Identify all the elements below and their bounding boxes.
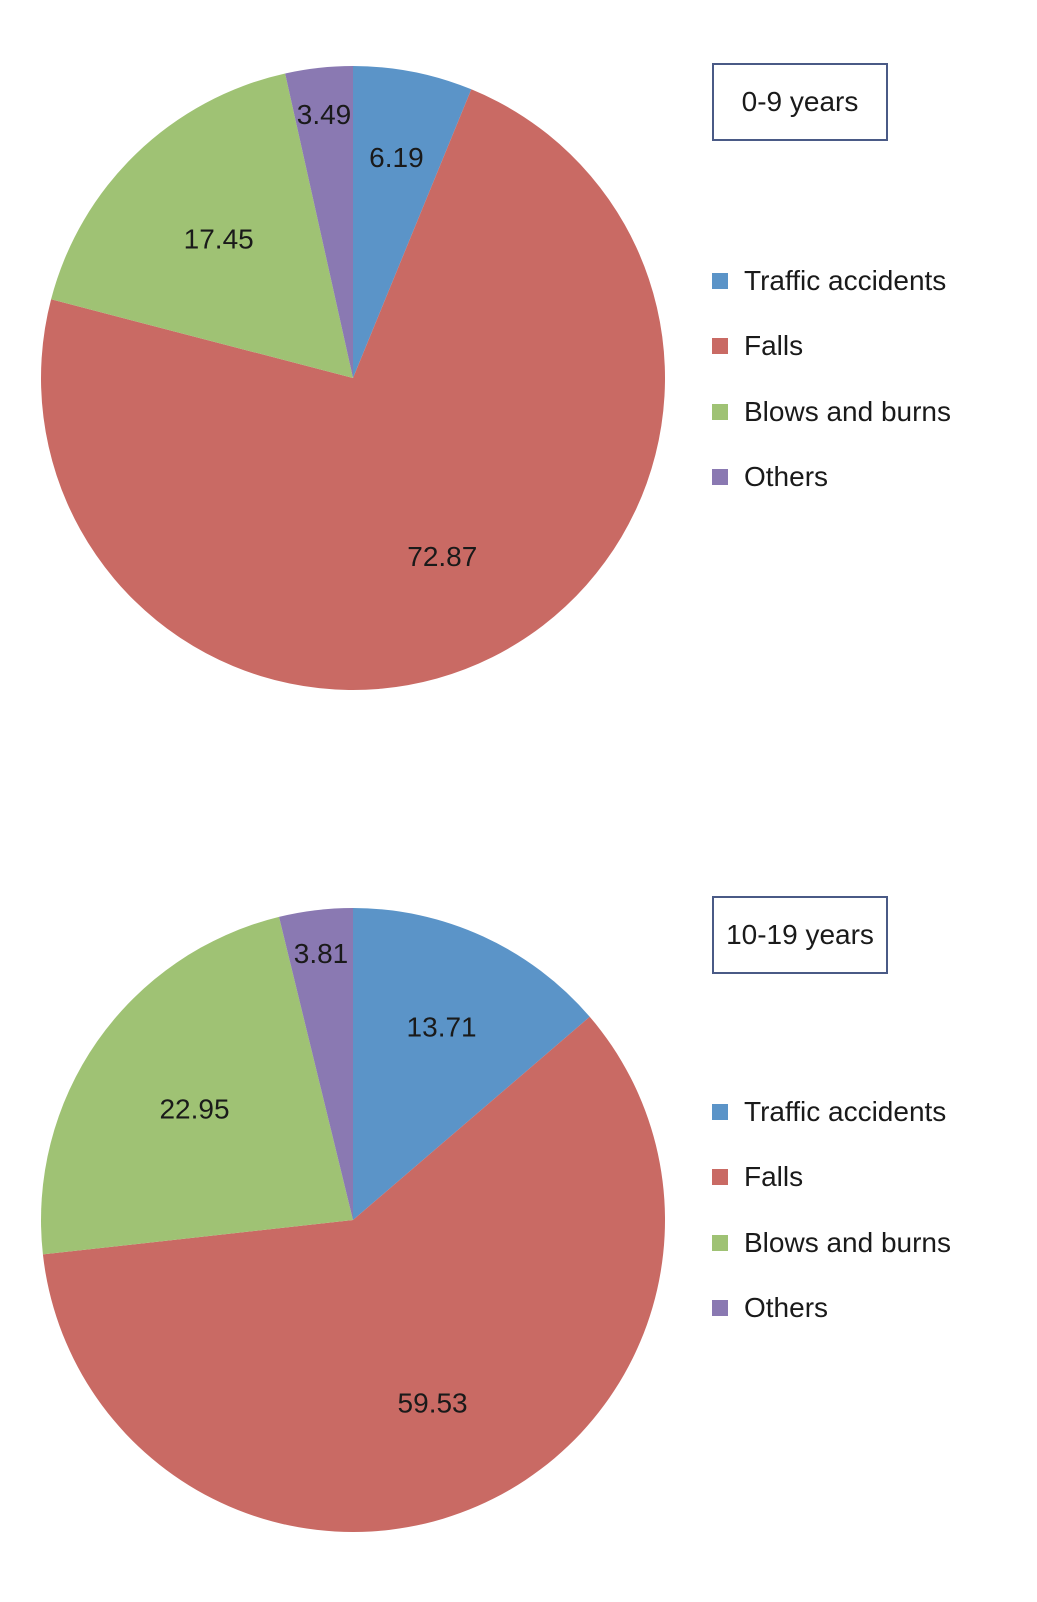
legend-item-blows-and-burns: Blows and burns [712, 1210, 951, 1276]
data-label-traffic-accidents: 13.71 [407, 1012, 477, 1043]
legend-item-blows-and-burns: Blows and burns [712, 379, 951, 445]
data-label-others: 3.81 [294, 938, 349, 969]
data-label-traffic-accidents: 6.19 [369, 142, 424, 173]
legend-item-traffic-accidents: Traffic accidents [712, 248, 951, 314]
legend-swatch-falls [712, 1169, 728, 1186]
legend-label: Blows and burns [744, 395, 952, 427]
legend-swatch-others [712, 1300, 728, 1317]
legend: Traffic accidents Falls Blows and burns … [712, 1079, 951, 1341]
legend-swatch-others [712, 469, 728, 486]
pie-slice-traffic-accidents [353, 908, 590, 1220]
pie-slice-traffic-accidents [353, 66, 472, 378]
chart-title: 0-9 years [712, 63, 888, 141]
legend-label: Blows and burns [744, 1226, 952, 1258]
pie-slice-falls [42, 1016, 666, 1533]
data-label-others: 3.49 [297, 99, 352, 130]
legend-item-falls: Falls [712, 1145, 951, 1211]
legend-swatch-blows-and-burns [712, 403, 728, 420]
legend: Traffic accidents Falls Blows and burns … [712, 248, 951, 510]
legend-item-others: Others [712, 445, 951, 511]
pie-plot-area: 6.19 72.87 17.45 3.49 [41, 66, 666, 690]
data-label-falls: 72.87 [407, 541, 477, 572]
legend-item-falls: Falls [712, 314, 951, 380]
legend-label: Others [744, 1292, 829, 1324]
pie-slice-others [279, 908, 353, 1220]
pie-slice-blows-and-burns [41, 916, 354, 1255]
pie-slice-falls [41, 89, 666, 690]
data-label-falls: 59.53 [398, 1388, 468, 1419]
legend-label: Falls [744, 1161, 804, 1193]
legend-item-traffic-accidents: Traffic accidents [712, 1079, 951, 1145]
legend-label: Traffic accidents [744, 264, 947, 296]
data-label-blows-and-burns: 22.95 [159, 1094, 229, 1125]
pie-slice-blows-and-burns [51, 73, 353, 378]
chart-title: 10-19 years [712, 896, 888, 974]
pie-plot-area: 13.71 59.53 22.95 3.81 [41, 908, 666, 1533]
legend-label: Falls [744, 330, 804, 362]
legend-label: Others [744, 461, 829, 493]
legend-swatch-traffic-accidents [712, 1103, 728, 1120]
pie-chart-10-19-years: 13.71 59.53 22.95 3.81 10-19 years Traffic … [0, 842, 1037, 1602]
pie-chart-0-9-years: 6.19 72.87 17.45 3.49 0-9 years Traffic acc… [0, 0, 1037, 760]
legend-swatch-falls [712, 338, 728, 355]
legend-swatch-traffic-accidents [712, 272, 728, 289]
legend-label: Traffic accidents [744, 1095, 947, 1127]
pie-slice-others [285, 66, 353, 378]
legend-item-others: Others [712, 1276, 951, 1342]
data-label-blows-and-burns: 17.45 [184, 223, 254, 254]
legend-swatch-blows-and-burns [712, 1234, 728, 1251]
